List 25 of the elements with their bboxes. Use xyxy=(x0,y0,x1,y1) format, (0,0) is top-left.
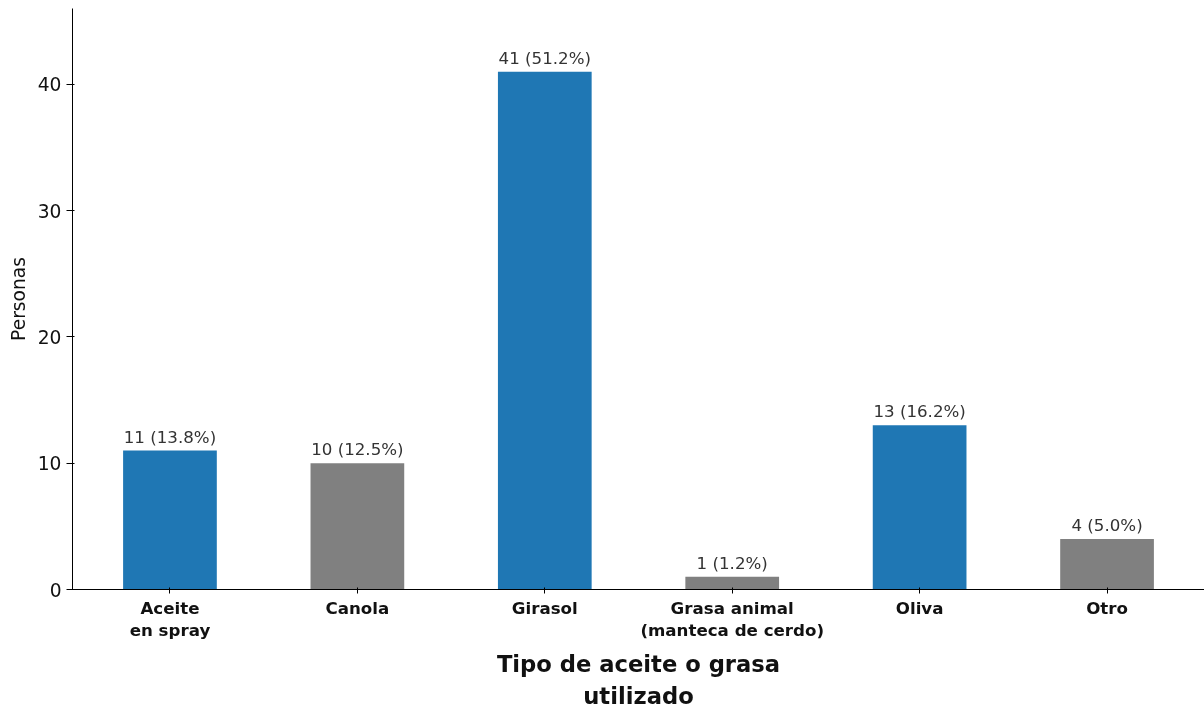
x-tick-label: Aceite en spray xyxy=(129,598,211,641)
x-tick-label: Oliva xyxy=(895,598,944,618)
x-tick-label: Grasa animal (manteca de cerdo) xyxy=(640,598,825,641)
y-tick-label: 30 xyxy=(37,200,62,222)
x-axis-title: Tipo de aceite o grasa utilizado xyxy=(496,651,781,709)
y-tick-label: 0 xyxy=(49,579,62,601)
bar xyxy=(685,576,780,590)
data-label: 41 (51.2%) xyxy=(498,48,591,68)
data-label: 4 (5.0%) xyxy=(1071,515,1143,535)
data-label: 13 (16.2%) xyxy=(873,402,966,422)
x-tick-label: Otro xyxy=(1086,598,1128,618)
bar xyxy=(123,450,217,590)
data-label: 1 (1.2%) xyxy=(696,553,768,573)
bar xyxy=(872,425,967,590)
x-tick-label: Canola xyxy=(325,598,390,618)
data-label: 10 (12.5%) xyxy=(311,440,404,460)
y-tick-label: 20 xyxy=(37,326,62,348)
bar xyxy=(310,463,405,590)
data-label: 11 (13.8%) xyxy=(123,427,217,447)
bar xyxy=(497,71,592,590)
bar xyxy=(1060,538,1154,590)
x-tick-label: Girasol xyxy=(511,598,578,618)
y-tick-label: 10 xyxy=(37,453,62,475)
y-tick-label: 40 xyxy=(37,74,62,96)
y-axis-title: Personas xyxy=(7,257,29,341)
